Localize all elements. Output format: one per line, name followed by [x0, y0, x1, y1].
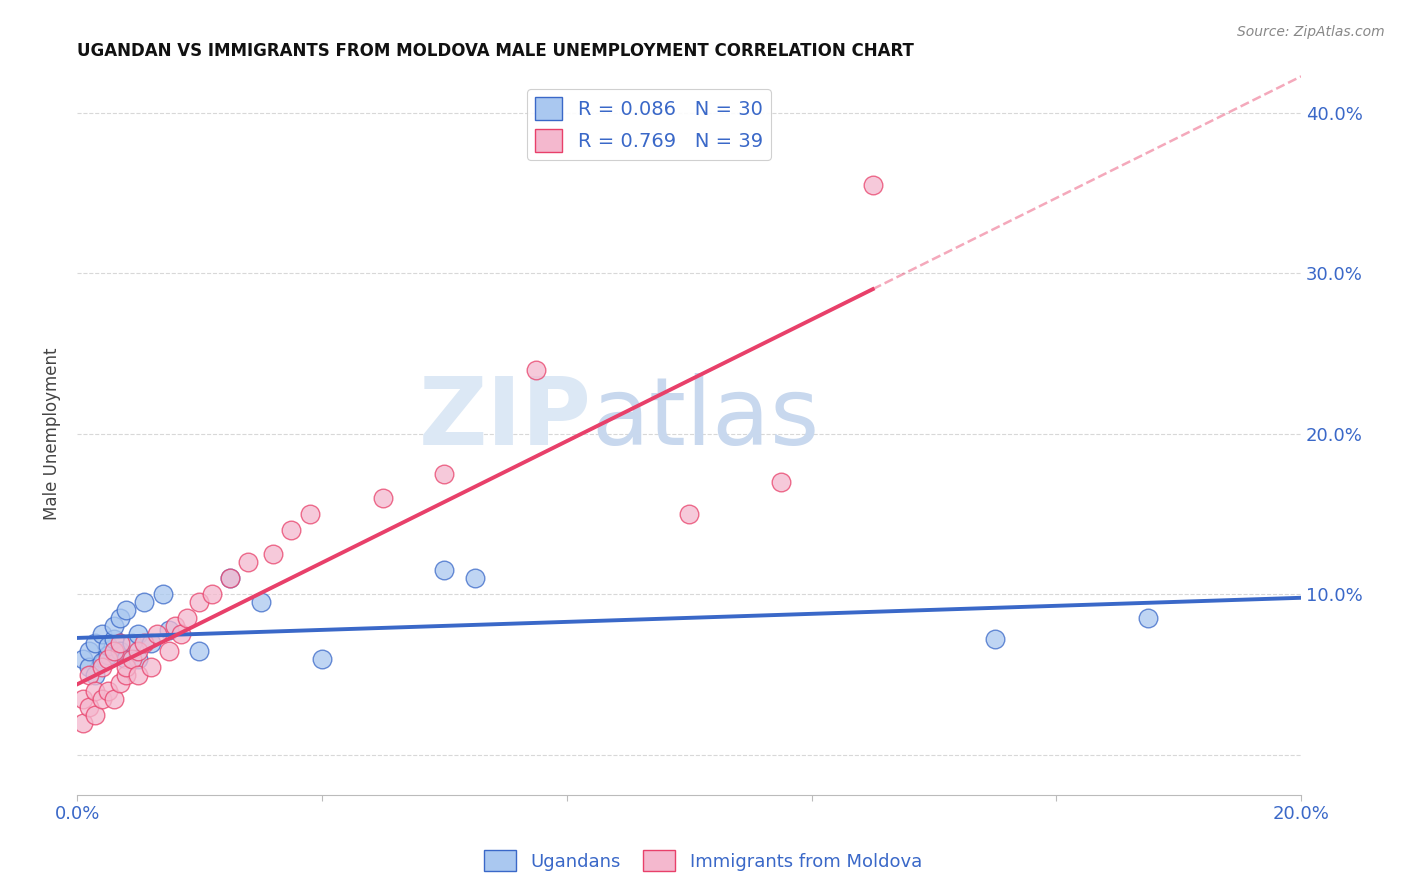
Point [97, 648, 120, 663]
Point [79, 659, 101, 673]
Point [72, 715, 94, 730]
Point [79, 699, 101, 714]
Point [280, 523, 302, 537]
Point [139, 659, 162, 673]
Point [90, 691, 112, 706]
Point [121, 635, 143, 649]
Point [678, 507, 700, 521]
Point [163, 619, 186, 633]
Point [371, 491, 394, 505]
Point [90, 627, 112, 641]
Point [157, 623, 180, 637]
Point [97, 683, 120, 698]
Point [769, 475, 792, 489]
Point [84, 667, 107, 681]
Text: UGANDAN VS IMMIGRANTS FROM MOLDOVA MALE UNEMPLOYMENT CORRELATION CHART: UGANDAN VS IMMIGRANTS FROM MOLDOVA MALE … [77, 42, 914, 60]
Text: ZIP: ZIP [419, 373, 591, 466]
Point [115, 659, 138, 673]
Point [862, 178, 884, 192]
Point [188, 595, 211, 609]
Point [97, 639, 120, 653]
Point [433, 467, 456, 481]
Y-axis label: Male Unemployment: Male Unemployment [44, 348, 60, 520]
Point [108, 643, 131, 657]
Point [139, 635, 162, 649]
Point [145, 627, 167, 641]
Point [115, 651, 138, 665]
Point [84, 683, 107, 698]
Point [115, 667, 138, 681]
Point [219, 571, 242, 585]
Point [115, 603, 138, 617]
Point [188, 643, 211, 657]
Point [90, 655, 112, 669]
Point [152, 587, 174, 601]
Point [108, 635, 131, 649]
Point [72, 651, 94, 665]
Point [157, 643, 180, 657]
Point [134, 595, 156, 609]
Point [103, 643, 125, 657]
Point [108, 675, 131, 690]
Legend: Ugandans, Immigrants from Moldova: Ugandans, Immigrants from Moldova [477, 843, 929, 879]
Point [134, 635, 156, 649]
Point [121, 651, 143, 665]
Point [84, 707, 107, 722]
Point [1137, 611, 1160, 625]
Point [127, 651, 149, 665]
Point [97, 651, 120, 665]
Point [103, 691, 125, 706]
Point [84, 635, 107, 649]
Text: atlas: atlas [591, 373, 820, 466]
Point [219, 571, 242, 585]
Point [103, 632, 125, 647]
Point [262, 547, 284, 561]
Point [127, 627, 149, 641]
Point [238, 555, 260, 569]
Point [72, 691, 94, 706]
Point [984, 632, 1007, 647]
Point [108, 611, 131, 625]
Point [103, 619, 125, 633]
Point [127, 643, 149, 657]
Point [170, 627, 193, 641]
Point [249, 595, 271, 609]
Point [298, 507, 321, 521]
Point [464, 571, 486, 585]
Point [79, 667, 101, 681]
Text: Source: ZipAtlas.com: Source: ZipAtlas.com [1237, 25, 1385, 39]
Point [311, 651, 333, 665]
Point [201, 587, 224, 601]
Point [127, 667, 149, 681]
Point [176, 611, 198, 625]
Point [90, 659, 112, 673]
Legend: R = 0.086   N = 30, R = 0.769   N = 39: R = 0.086 N = 30, R = 0.769 N = 39 [527, 89, 770, 160]
Point [433, 563, 456, 577]
Point [524, 362, 547, 376]
Point [79, 643, 101, 657]
